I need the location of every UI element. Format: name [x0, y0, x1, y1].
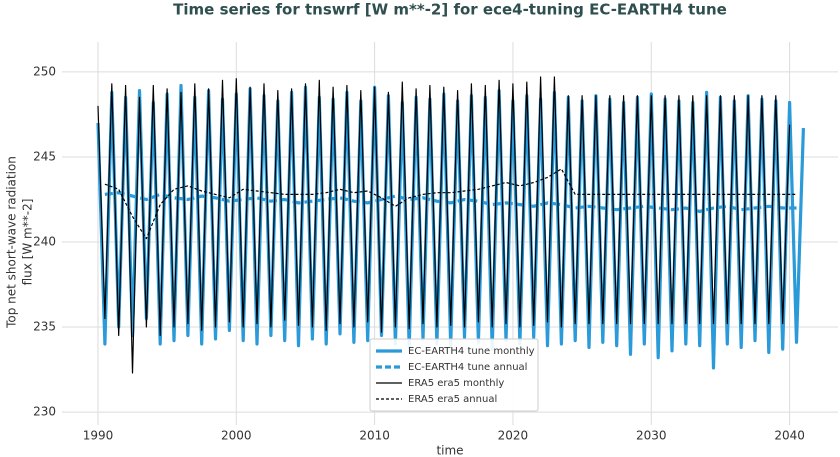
- legend-label: EC-EARTH4 tune monthly: [408, 346, 535, 357]
- y-tick-label: 240: [33, 235, 56, 249]
- chart-title: Time series for tnswrf [W m**-2] for ece…: [173, 1, 727, 19]
- y-tick-label: 230: [33, 405, 56, 419]
- y-tick-label: 235: [33, 320, 56, 334]
- y-axis-label: flux [W m**-2]: [21, 199, 35, 286]
- data-line: [97, 76, 791, 374]
- y-tick-label: 250: [33, 64, 56, 78]
- data-line: [104, 168, 797, 240]
- y-axis-label: Top net short-wave radiation: [5, 156, 19, 329]
- x-tick-label: 2010: [359, 429, 390, 443]
- x-tick-label: 2020: [498, 429, 529, 443]
- legend-label: EC-EARTH4 tune annual: [408, 362, 527, 373]
- x-tick-label: 2040: [774, 429, 805, 443]
- x-tick-label: 2000: [221, 429, 252, 443]
- data-line: [104, 191, 797, 213]
- y-tick-label: 245: [33, 149, 56, 163]
- legend-label: ERA5 era5 annual: [408, 394, 497, 405]
- x-tick-label: 2030: [636, 429, 667, 443]
- legend-label: ERA5 era5 monthly: [408, 378, 504, 389]
- x-axis-label: time: [436, 444, 463, 457]
- legend-box: [369, 338, 539, 412]
- x-tick-label: 1990: [83, 429, 114, 443]
